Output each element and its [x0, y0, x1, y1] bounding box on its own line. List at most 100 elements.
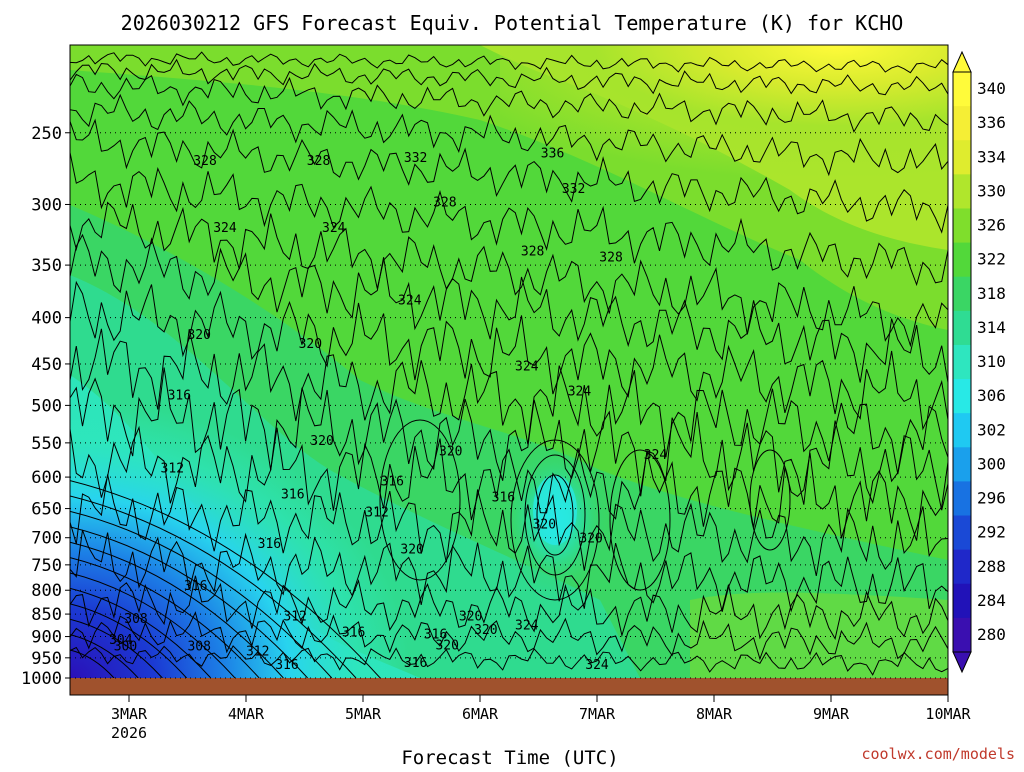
- contour-label: 316: [184, 579, 207, 594]
- y-tick-label: 800: [31, 581, 62, 601]
- contour-label: 312: [365, 506, 388, 521]
- contour-label: 320: [187, 328, 210, 343]
- contour-label: 312: [283, 610, 306, 625]
- contour-label: 316: [258, 537, 281, 552]
- colorbar-swatch: [953, 583, 971, 619]
- contour-line: [536, 474, 574, 556]
- colorbar-tick-label: 340: [977, 79, 1006, 98]
- contour-line: [70, 634, 139, 678]
- y-tick-label: 650: [31, 500, 62, 520]
- contour-label: 316: [275, 658, 298, 673]
- x-axis: 3MAR 4MAR 5MAR 6MAR 7MAR 8MAR 9MAR 10MAR 2026: [111, 695, 972, 742]
- y-tick-label: 600: [31, 468, 62, 488]
- contour-label: 316: [168, 388, 191, 403]
- contour-line: [70, 201, 948, 348]
- contour-label: 304: [109, 633, 133, 648]
- contour-line: [70, 526, 308, 678]
- contour-label: 320: [459, 610, 482, 625]
- y-tick-label: 500: [31, 396, 62, 416]
- contour-line: [70, 572, 236, 678]
- x-tick-label: 7MAR: [579, 705, 616, 723]
- contour-line: [749, 449, 791, 551]
- contour-line: [70, 118, 948, 234]
- y-tick-label: 850: [31, 605, 62, 625]
- contour-label: 320: [310, 434, 333, 449]
- contour-line: [70, 618, 163, 678]
- contour-label: 324: [585, 658, 609, 673]
- x-tick-label: 8MAR: [696, 705, 733, 723]
- contour-label: 328: [307, 154, 330, 169]
- contour-label: 328: [599, 250, 622, 265]
- contour-label: 312: [161, 461, 184, 476]
- contour-label: 324: [213, 221, 237, 236]
- colorbar-swatch: [953, 276, 971, 312]
- contour-lines: [70, 51, 948, 678]
- colorbar-swatch: [953, 515, 971, 551]
- contour-line: [70, 58, 948, 96]
- contour-label: 316: [381, 475, 404, 490]
- contour-line: [70, 51, 948, 74]
- x-tick-label: 10MAR: [925, 705, 971, 723]
- colorbar-swatch: [953, 481, 971, 517]
- contour-line: [70, 73, 948, 133]
- y-tick-label: 400: [31, 309, 62, 329]
- colorbar-swatch: [953, 242, 971, 278]
- colorbar-tick-label: 280: [977, 625, 1006, 644]
- contour-label: 324: [515, 359, 539, 374]
- contour-label: 328: [193, 154, 216, 169]
- contour-line: [70, 425, 948, 541]
- x-axis-title: Forecast Time (UTC): [401, 747, 618, 768]
- y-tick-label: 700: [31, 529, 62, 549]
- contour-label: 332: [404, 151, 427, 166]
- terrain-strip: [70, 678, 948, 695]
- contour-line: [70, 233, 948, 383]
- y-tick-label: 350: [31, 256, 62, 276]
- colorbar-extend-bottom: [952, 651, 972, 674]
- colorbar-swatch: [953, 174, 971, 209]
- colorbar-extend-top: [952, 50, 972, 73]
- colorbar-tick-label: 336: [977, 113, 1006, 132]
- colorbar-tick-label: 296: [977, 489, 1006, 508]
- colorbar-tick-label: 284: [977, 591, 1006, 610]
- contour-line: [70, 587, 212, 678]
- colorbar-tick-label: 310: [977, 352, 1006, 371]
- contour-line: [70, 611, 948, 661]
- contour-label: 324: [644, 448, 668, 463]
- colorbar-swatch: [953, 106, 971, 141]
- contour-label: 316: [342, 625, 365, 640]
- contour-label: 308: [124, 612, 147, 627]
- colorbar-tick-label: 318: [977, 284, 1006, 303]
- colorbar-tick-label: 314: [977, 318, 1006, 337]
- credit-link[interactable]: coolwx.com/models: [861, 745, 1015, 763]
- contour-label: 320: [299, 337, 322, 352]
- colorbar-swatch: [953, 413, 971, 448]
- contour-label: 324: [322, 221, 346, 236]
- contour-label: 316: [281, 487, 304, 502]
- y-tick-label: 750: [31, 556, 62, 576]
- contour-line: [510, 439, 600, 601]
- contour-line: [70, 575, 948, 641]
- colorbar-tick-label: 322: [977, 250, 1006, 269]
- colorbar-swatch: [953, 344, 971, 380]
- colorbar-swatch: [953, 549, 971, 585]
- contour-label: 320: [435, 638, 458, 653]
- colorbar-swatch: [953, 617, 971, 653]
- colorbar-tick-label: 334: [977, 147, 1006, 166]
- y-tick-label: 550: [31, 434, 62, 454]
- y-tick-label: 1000: [21, 669, 62, 689]
- contour-line: [70, 529, 948, 613]
- contour-label: 336: [541, 147, 564, 162]
- field-band-324-low: [690, 592, 948, 678]
- contour-line: [70, 93, 948, 177]
- plot-area: [69, 44, 949, 696]
- y-axis: 250 300 350 400 450 500 550 600 650 700 750 800 850 9…: [21, 124, 70, 689]
- y-tick-label: 250: [31, 124, 62, 144]
- contour-label: 320: [439, 444, 462, 459]
- colorbar-tick-label: 288: [977, 557, 1006, 576]
- contour-label: 308: [187, 640, 210, 655]
- colorbar-tick-label: 300: [977, 454, 1006, 473]
- y-tick-label: 950: [31, 649, 62, 669]
- contour-line: [70, 367, 948, 511]
- contour-line: [70, 152, 948, 287]
